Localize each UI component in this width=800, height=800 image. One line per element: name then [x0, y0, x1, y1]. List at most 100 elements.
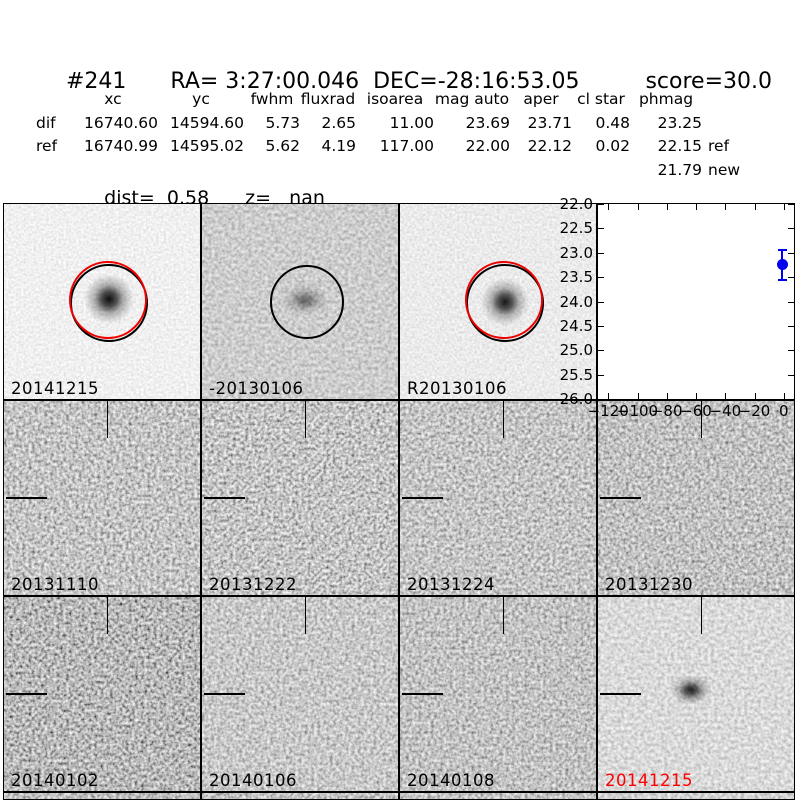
table-cell: 16740.99: [84, 137, 158, 156]
position-tick-horizontal: [5, 693, 48, 695]
cutout-date-label: 20140102: [11, 770, 99, 790]
y-tick-mark: [788, 277, 794, 279]
x-tick-mark: [725, 204, 727, 210]
table-header: fluxrad: [300, 90, 356, 108]
image-cutout: R20130106: [399, 203, 597, 400]
y-tick-mark: [788, 204, 794, 205]
table-header: [36, 88, 68, 112]
table-header: yc: [192, 90, 210, 108]
source-blob: [670, 675, 712, 706]
x-tick-mark: [666, 204, 668, 210]
photometry-point: [776, 259, 788, 271]
error-bar-cap-bottom: [777, 278, 787, 281]
table-cell: 11.00: [389, 113, 434, 132]
table-cell: 14594.60: [170, 113, 244, 132]
image-cutout: 20131110: [3, 400, 201, 596]
dec-value: DEC=-28:16:53.05: [373, 69, 580, 94]
y-tick-label: 24.0: [559, 292, 593, 311]
red-aperture-circle: [464, 261, 543, 340]
y-tick-mark: [598, 252, 604, 254]
table-cell: 22.12: [527, 137, 572, 156]
y-tick-mark: [598, 204, 604, 205]
x-tick-label: −120: [587, 402, 629, 420]
position-tick-vertical: [106, 597, 109, 634]
position-tick-vertical: [700, 401, 703, 438]
y-tick-mark: [788, 228, 794, 230]
table-cell: 23.69: [465, 113, 510, 132]
image-cutout: 20131224: [399, 400, 597, 596]
x-tick-mark: [696, 393, 697, 399]
black-aperture-circle: [269, 265, 344, 340]
table-cell: 117.00: [379, 137, 434, 156]
table-cell: ref: [36, 137, 58, 156]
x-tick-mark: [608, 204, 610, 210]
photometry-table: xc yc fwhm fluxrad isoarea mag auto aper cl sta…: [36, 88, 746, 182]
image-cutout: 20131230: [597, 400, 795, 596]
x-tick-mark: [783, 204, 785, 210]
x-tick-label: −80: [650, 402, 683, 420]
y-tick-mark: [788, 399, 794, 400]
cutout-date-label: 20131222: [209, 574, 297, 594]
position-tick-vertical: [502, 597, 505, 634]
x-tick-label: 0: [779, 402, 789, 420]
noise-image: [202, 793, 398, 799]
x-tick-mark: [666, 393, 668, 399]
x-tick-mark: [608, 393, 610, 399]
cutout-date-label: 20140106: [209, 770, 297, 790]
position-tick-vertical: [106, 401, 109, 438]
y-tick-mark: [598, 350, 604, 352]
table-header: [702, 88, 746, 112]
image-cutout: 20140102: [3, 596, 201, 792]
table-cell: 2.65: [321, 113, 356, 132]
table-cell: 22.00: [465, 137, 510, 156]
y-tick-mark: [788, 350, 794, 352]
noise-image: [4, 793, 200, 799]
table-header: aper: [523, 90, 559, 108]
table-cell: 4.19: [321, 137, 356, 156]
y-tick-label: 22.0: [559, 195, 593, 213]
position-tick-vertical: [700, 597, 703, 634]
light-curve-plot: −120 −100 −80 −60 −40 −20 0 22.0 22.5 23.0 23.5 24.…: [560, 196, 795, 419]
table-cell: 14595.02: [170, 137, 244, 156]
table-header: cl star: [577, 90, 625, 108]
candidate-id: #241: [65, 69, 127, 94]
x-tick-mark: [725, 393, 727, 399]
image-cutout-clipped: [399, 792, 597, 800]
table-cell: 0.02: [595, 137, 630, 156]
position-tick-vertical: [304, 401, 307, 438]
y-tick-label: 26.0: [559, 390, 593, 408]
y-tick-mark: [788, 325, 794, 327]
y-tick-mark: [598, 301, 604, 303]
y-tick-mark: [598, 228, 604, 230]
position-tick-horizontal: [203, 693, 246, 695]
table-header: phmag: [638, 90, 694, 108]
image-cutout: -20130106: [201, 203, 399, 400]
table-header: isoarea: [366, 90, 424, 108]
table-cell: [36, 159, 68, 183]
table-cell: 0.48: [595, 113, 630, 132]
position-tick-horizontal: [599, 497, 642, 499]
y-tick-mark: [598, 399, 604, 400]
table-cell: [572, 159, 630, 183]
x-tick-mark: [754, 204, 756, 210]
y-tick-mark: [598, 325, 604, 327]
table-cell: 23.71: [527, 113, 572, 132]
position-tick-vertical: [502, 401, 505, 438]
noise-image: [598, 793, 794, 799]
y-tick-mark: [788, 301, 794, 303]
x-tick-mark: [696, 204, 697, 210]
cutout-date-label: 20140108: [407, 770, 495, 790]
cutout-date-label: 20131110: [11, 574, 99, 594]
position-tick-horizontal: [203, 497, 246, 499]
figure-title: #241 RA= 3:27:00.046 DEC=-28:16:53.05 score…: [38, 44, 772, 119]
position-tick-horizontal: [5, 497, 48, 499]
x-tick-label: −60: [680, 402, 712, 420]
y-tick-label: 25.5: [559, 365, 593, 384]
y-tick-label: 23.5: [559, 268, 593, 287]
image-cutout: 20131222: [201, 400, 399, 596]
position-tick-horizontal: [401, 497, 444, 499]
table-header: xc: [104, 90, 122, 108]
cutout-date-label: -20130106: [209, 378, 304, 398]
image-cutout: 20141215: [597, 596, 795, 792]
